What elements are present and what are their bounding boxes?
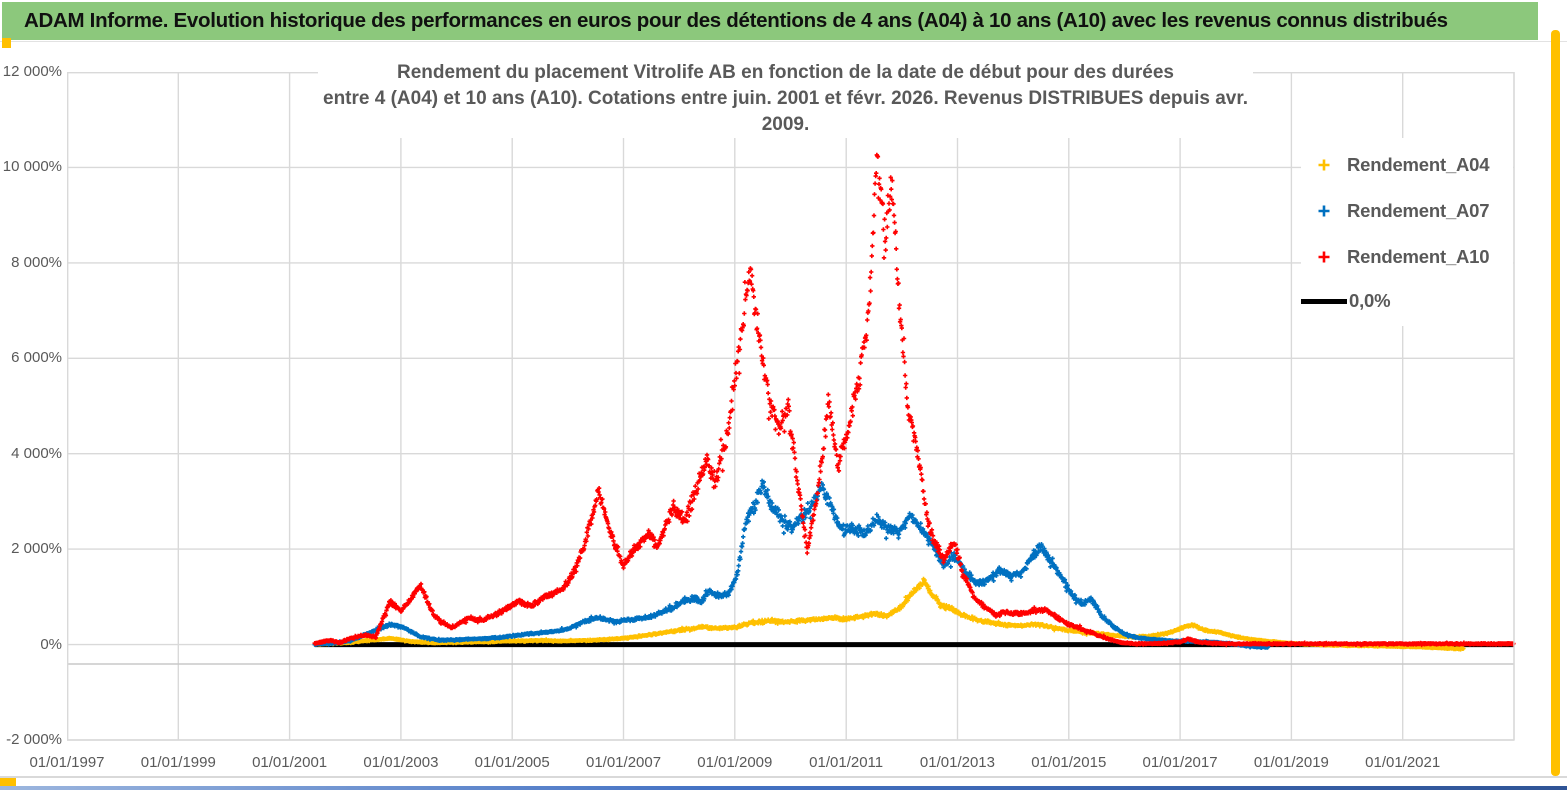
x-axis-tick-label: 01/01/2003 [363,754,439,771]
chart-legend: Rendement_A04 Rendement_A07 Rendement_A10 0… [1301,138,1513,326]
series-rendement_a10 [312,152,1516,648]
y-axis-tick-label: 2 000% [11,540,62,558]
legend-item-label: Rendement_A04 [1347,154,1490,175]
x-axis-tick-label: 01/01/2007 [585,754,662,771]
plus-marker-icon [1301,204,1347,218]
chart-title-line2: entre 4 (A04) et 10 ans (A10). Cotations… [323,88,1248,135]
x-axis-tick-label: 01/01/2015 [1031,754,1107,771]
report-header: ADAM Informe. Evolution historique des p… [2,2,1538,40]
black-line-icon [1301,298,1347,304]
x-axis-tick-label: 01/01/2019 [1253,754,1329,771]
legend-item[interactable]: Rendement_A10 [1301,234,1513,280]
x-axis-tick-label: 01/01/2005 [474,754,550,771]
chart-title: Rendement du placement Vitrolife AB en f… [318,60,1253,138]
y-axis-tick-label: 12 000% [2,63,62,80]
gold-left-accent [2,38,11,48]
legend-item-label: Rendement_A10 [1347,246,1490,267]
legend-item[interactable]: 0,0% [1301,280,1513,322]
y-axis-tick-label: 8 000% [11,253,62,271]
x-axis-tick-label: 01/01/2017 [1142,754,1218,771]
gold-right-border [1551,30,1560,776]
chart-title-line1: Rendement du placement Vitrolife AB en f… [396,62,1174,83]
legend-item[interactable]: Rendement_A07 [1301,188,1513,234]
legend-item-label: Rendement_A07 [1347,200,1490,221]
header-separator [0,41,1567,42]
plus-marker-icon [1301,158,1347,172]
y-axis-tick-label: 0% [40,635,62,653]
y-axis-tick-label: -2 000% [6,731,62,748]
bottom-blue-bar [0,786,1567,790]
x-axis-tick-label: 01/01/2021 [1365,754,1441,771]
x-axis-tick-label: 01/01/2009 [697,754,773,771]
x-axis-tick-label: 01/01/2013 [919,754,995,771]
x-axis-tick-label: 01/01/1997 [29,754,105,771]
legend-item-label: 0,0% [1349,290,1391,311]
x-axis-tick-label: 01/01/1999 [140,754,216,771]
y-axis-tick-label: 4 000% [11,444,62,462]
legend-item[interactable]: Rendement_A04 [1301,142,1513,188]
report-header-title: ADAM Informe. Evolution historique des p… [24,9,1448,32]
x-axis-tick-label: 01/01/2001 [252,754,328,771]
zero-line-sample-icon [1301,298,1349,304]
x-axis-tick-label: 01/01/2011 [809,754,884,771]
chart-plot [67,72,1516,741]
plus-marker-icon [1301,250,1347,264]
gold-bottom-left-accent [0,778,16,786]
y-axis-tick-label: 6 000% [11,349,62,367]
y-axis-tick-label: 10 000% [2,158,62,176]
bottom-separator [0,776,1567,778]
